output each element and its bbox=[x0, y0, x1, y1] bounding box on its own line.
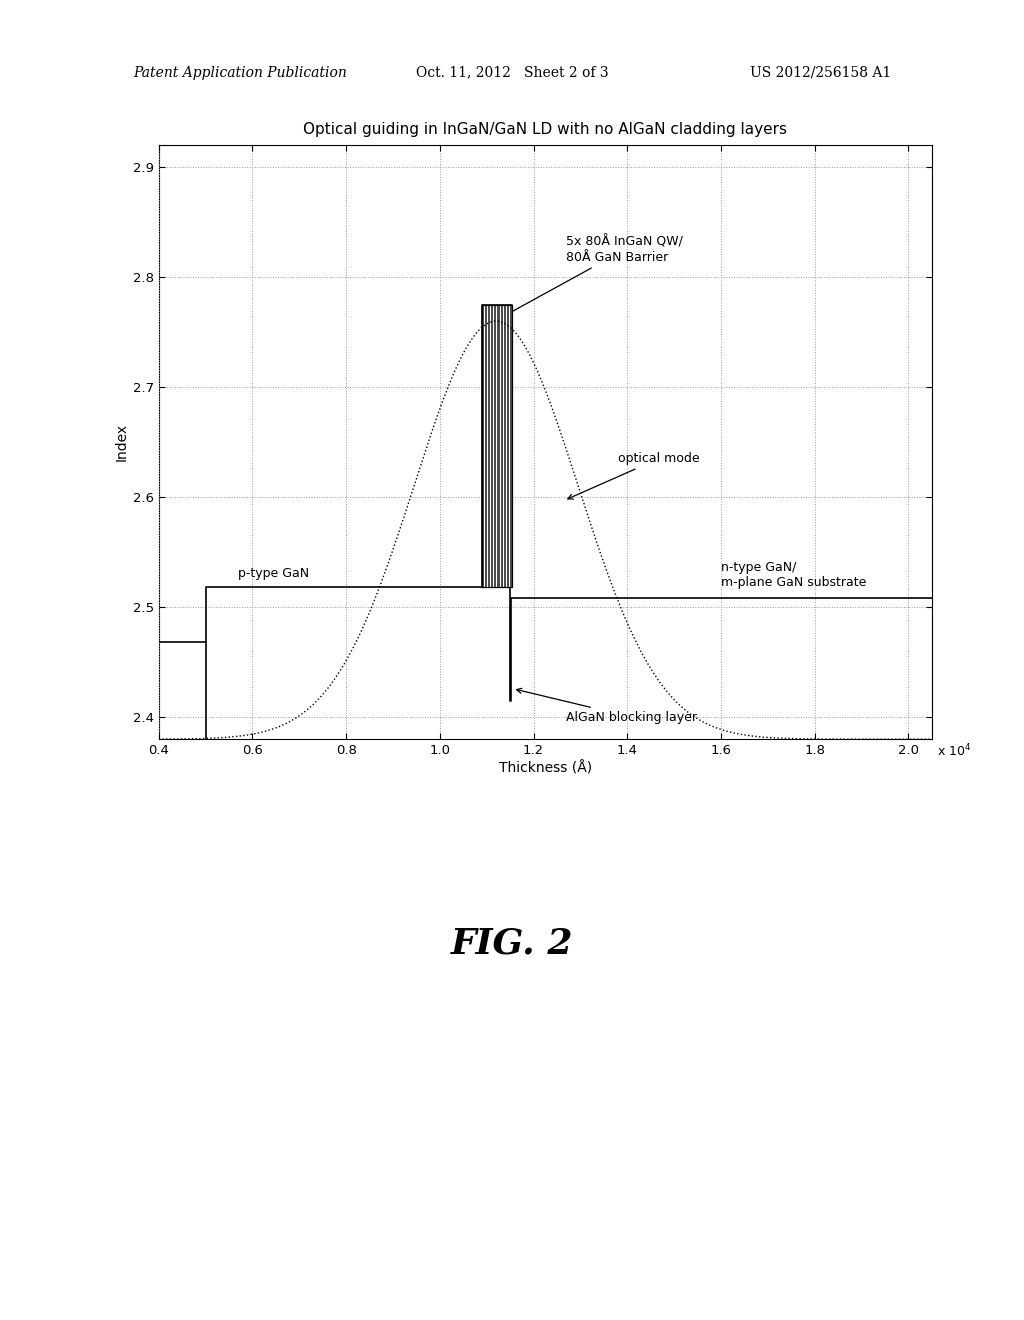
Bar bbox=[482, 305, 512, 587]
Text: US 2012/256158 A1: US 2012/256158 A1 bbox=[750, 66, 891, 79]
Text: optical mode: optical mode bbox=[568, 453, 699, 499]
Text: x 10$^4$: x 10$^4$ bbox=[937, 743, 972, 760]
Text: p-type GaN: p-type GaN bbox=[238, 566, 309, 579]
Text: 5x 80Å InGaN QW/
80Å GaN Barrier: 5x 80Å InGaN QW/ 80Å GaN Barrier bbox=[502, 235, 683, 317]
Text: AlGaN blocking layer: AlGaN blocking layer bbox=[516, 688, 697, 723]
Text: FIG. 2: FIG. 2 bbox=[451, 927, 573, 961]
Text: Patent Application Publication: Patent Application Publication bbox=[133, 66, 347, 79]
X-axis label: Thickness (Å): Thickness (Å) bbox=[499, 762, 592, 776]
Text: n-type GaN/
m-plane GaN substrate: n-type GaN/ m-plane GaN substrate bbox=[721, 561, 866, 589]
Y-axis label: Index: Index bbox=[115, 424, 129, 461]
Title: Optical guiding in InGaN/GaN LD with no AlGaN cladding layers: Optical guiding in InGaN/GaN LD with no … bbox=[303, 121, 787, 137]
Text: Oct. 11, 2012   Sheet 2 of 3: Oct. 11, 2012 Sheet 2 of 3 bbox=[416, 66, 608, 79]
